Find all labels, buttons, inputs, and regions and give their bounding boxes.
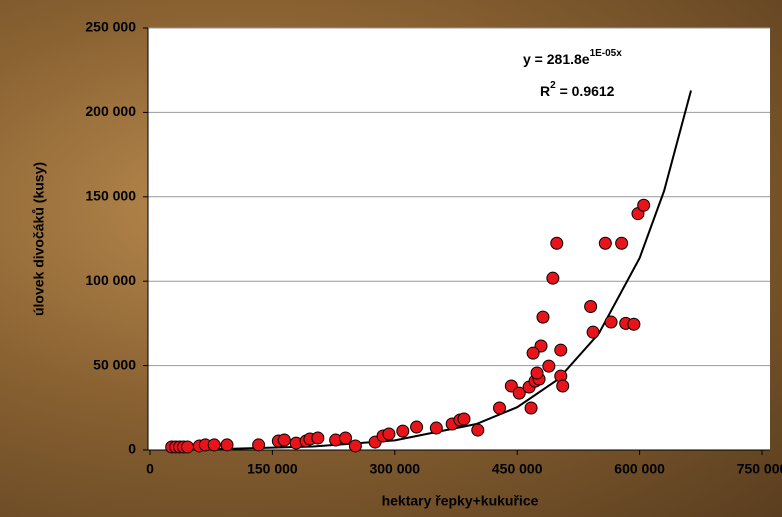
y-tick-label: 250 000 xyxy=(85,19,136,35)
point xyxy=(396,424,410,438)
x-tick-label: 600 000 xyxy=(614,461,665,477)
point xyxy=(524,401,538,415)
point xyxy=(550,236,564,250)
point xyxy=(598,236,612,250)
equation-base: y = 281.8e xyxy=(523,51,590,67)
x-tick-label: 450 000 xyxy=(492,461,543,477)
point xyxy=(348,439,362,453)
point xyxy=(181,440,195,454)
point xyxy=(220,438,234,452)
point xyxy=(627,317,641,331)
trendline xyxy=(166,90,692,451)
equation: y = 281.8e1E-05x xyxy=(523,48,622,67)
point xyxy=(252,438,266,452)
y-tick-label: 0 xyxy=(128,441,136,457)
point xyxy=(207,438,221,452)
r-squared-exponent: 2 xyxy=(550,80,556,91)
point xyxy=(530,366,544,380)
point xyxy=(429,421,443,435)
point xyxy=(277,433,291,447)
r-squared: R2 = 0.9612 xyxy=(540,80,615,99)
point xyxy=(542,359,556,373)
x-tick-label: 150 000 xyxy=(247,461,298,477)
point xyxy=(604,315,618,329)
point xyxy=(615,236,629,250)
point xyxy=(584,300,598,314)
plot-area xyxy=(148,28,770,450)
r-squared-symbol: R xyxy=(540,83,550,99)
point xyxy=(339,431,353,445)
r-squared-value: = 0.9612 xyxy=(556,83,615,99)
point xyxy=(637,198,651,212)
x-tick-label: 0 xyxy=(146,461,154,477)
point xyxy=(311,431,325,445)
x-tick-label: 300 000 xyxy=(369,461,420,477)
point xyxy=(382,427,396,441)
y-tick-label: 200 000 xyxy=(85,103,136,119)
y-axis-label: úlovek divočáků (kusy) xyxy=(31,162,47,316)
y-tick-label: 150 000 xyxy=(85,188,136,204)
point xyxy=(512,386,526,400)
x-axis-label: hektary řepky+kukuřice xyxy=(382,493,539,509)
equation-exponent: 1E-05x xyxy=(590,48,623,59)
point xyxy=(536,310,550,324)
y-tick-label: 100 000 xyxy=(85,272,136,288)
point xyxy=(410,420,424,434)
point xyxy=(471,423,485,437)
x-tick-label: 750 000 xyxy=(737,461,782,477)
point xyxy=(586,325,600,339)
point xyxy=(554,343,568,357)
point xyxy=(556,379,570,393)
y-tick-label: 50 000 xyxy=(93,356,136,372)
point xyxy=(526,346,540,360)
point xyxy=(546,271,560,285)
point xyxy=(492,401,506,415)
point xyxy=(457,412,471,426)
